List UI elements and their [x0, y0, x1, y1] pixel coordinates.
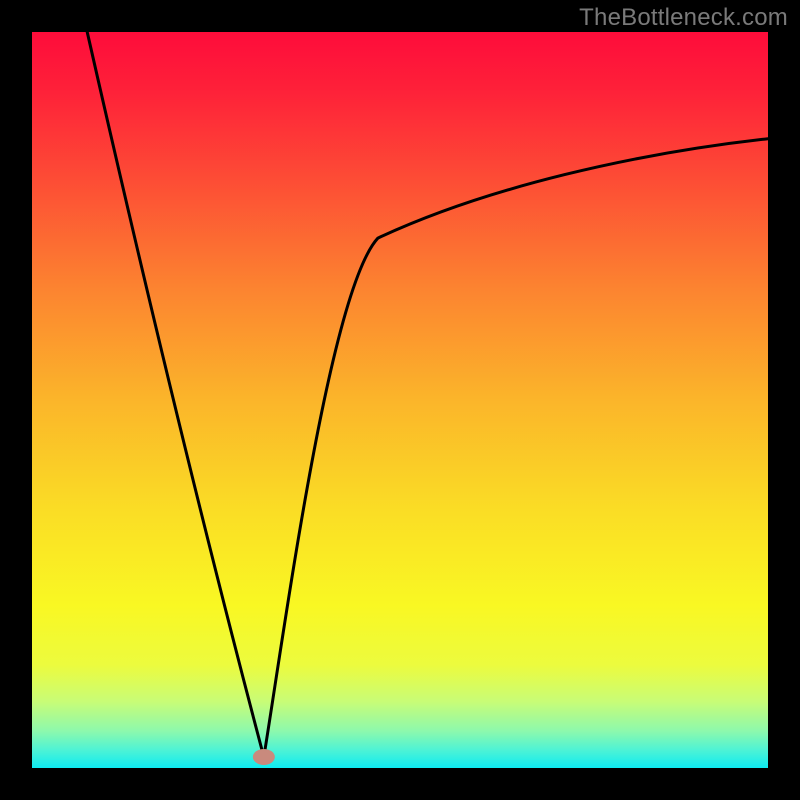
bottleneck-chart [0, 0, 800, 800]
plot-area [32, 32, 768, 768]
watermark-text: TheBottleneck.com [579, 4, 788, 32]
optimal-point-marker [253, 749, 275, 765]
